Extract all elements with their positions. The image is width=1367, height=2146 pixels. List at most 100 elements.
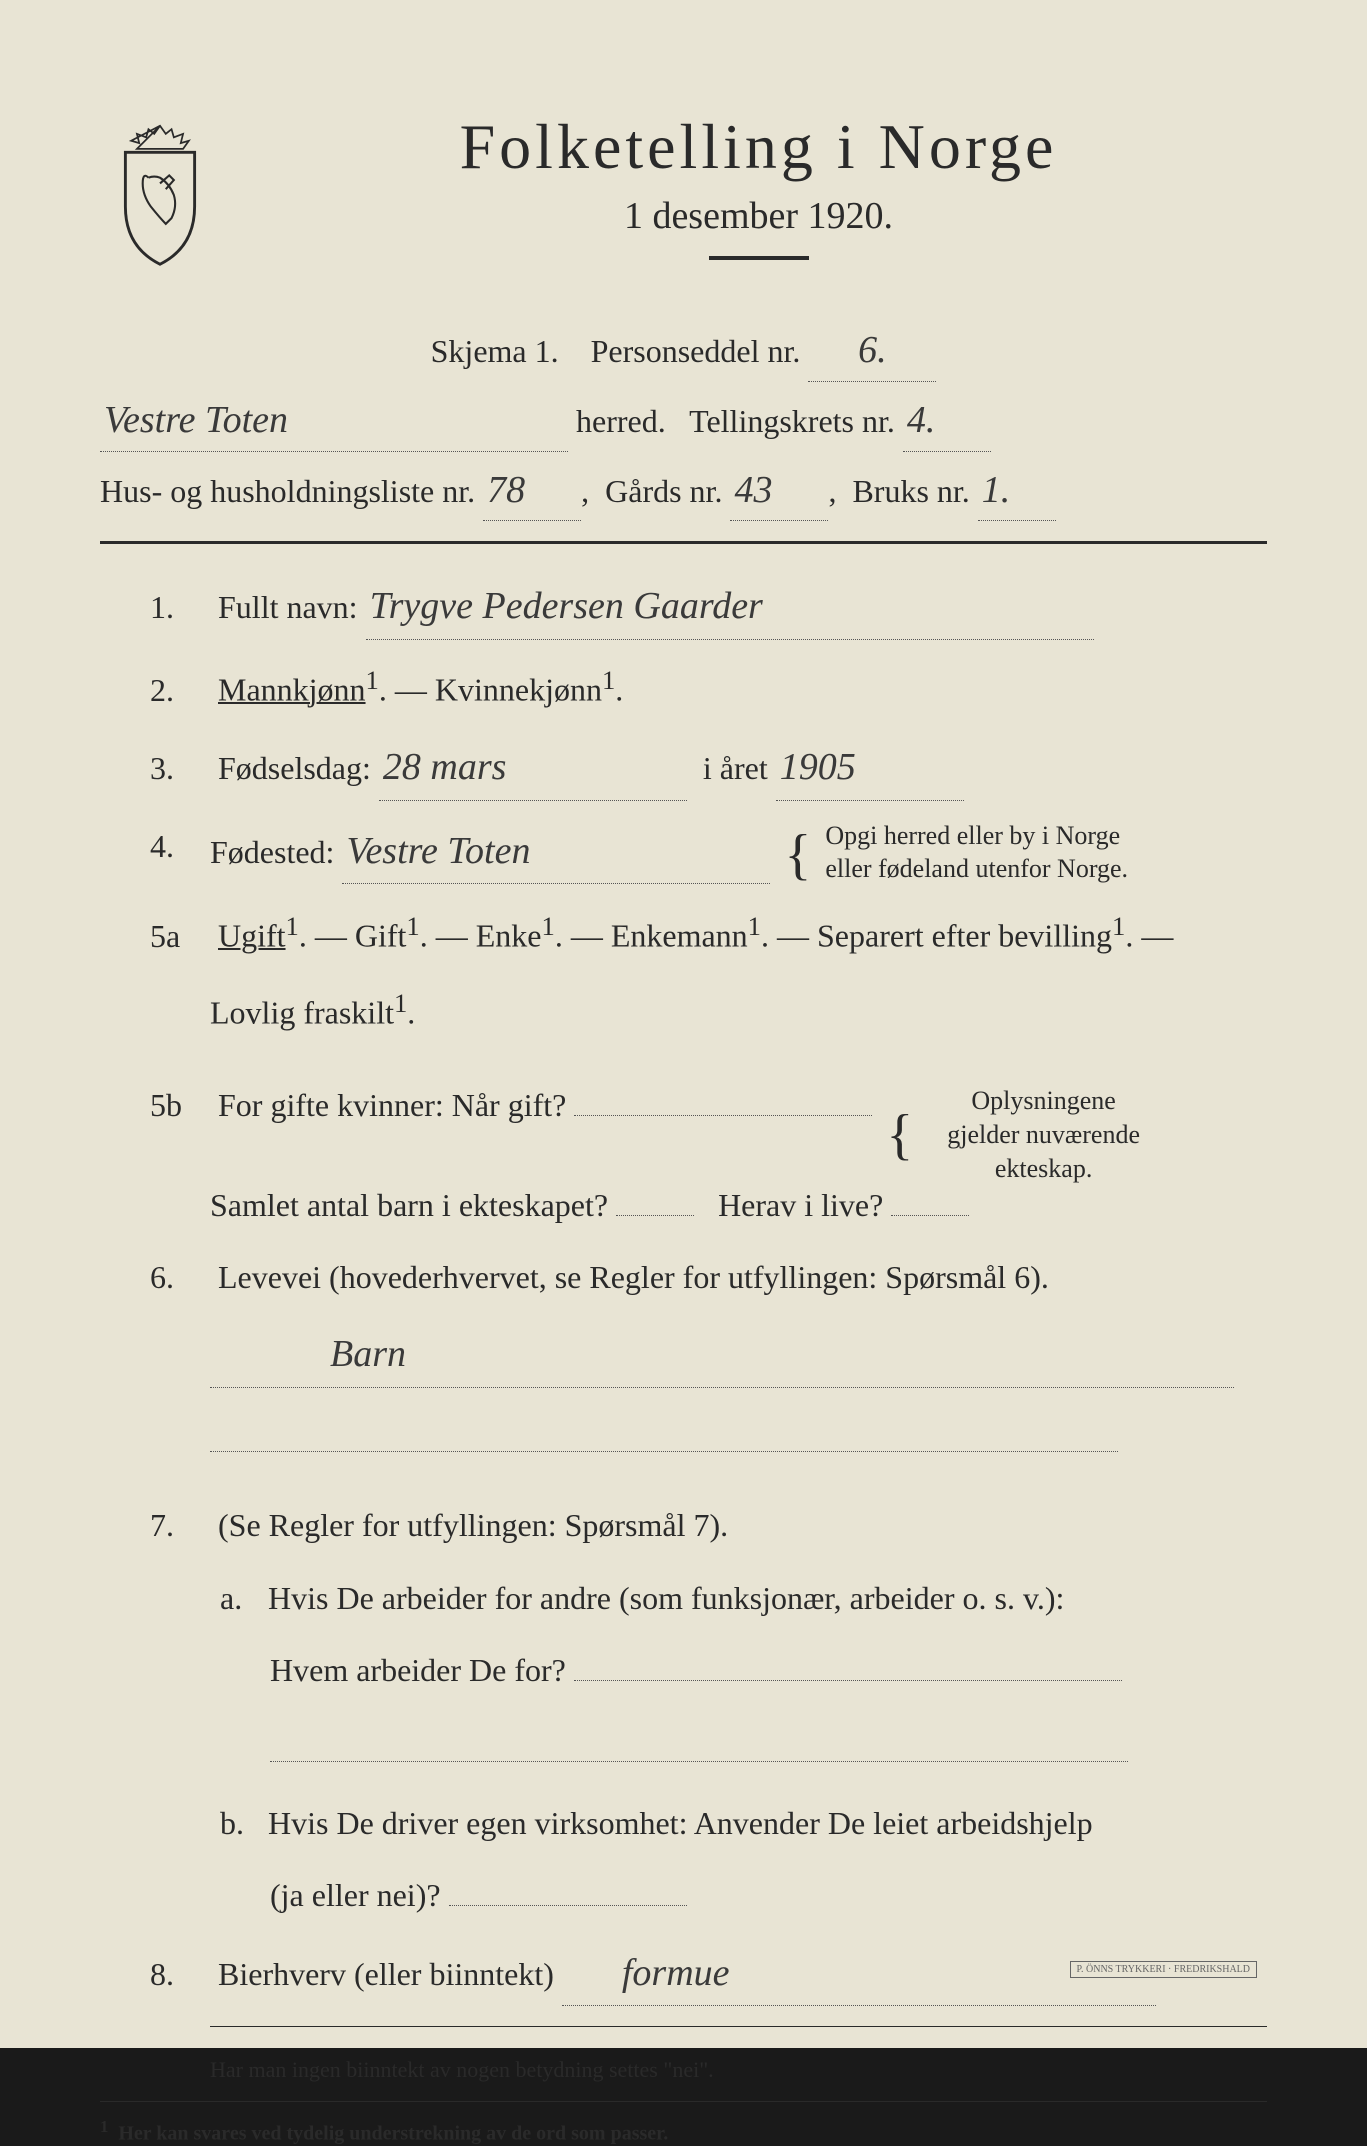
q5b-cont: Samlet antal barn i ekteskapet? Herav i … <box>210 1178 1267 1232</box>
q2-mann: Mannkjønn <box>218 672 366 708</box>
q6-blank-line <box>210 1451 1118 1452</box>
footnote2: 1 Her kan svares ved tydelig understrekn… <box>100 2117 1267 2146</box>
q7a-blank2 <box>270 1724 1267 1778</box>
husliste-label: Hus- og husholdningsliste nr. <box>100 473 475 509</box>
sup: 1 <box>542 911 555 941</box>
q3-year-label: i året <box>703 750 768 786</box>
q6-value-line: Barn <box>210 1322 1267 1388</box>
q7-num: 7. <box>150 1498 210 1552</box>
q5a-opt3: Enkemann <box>611 918 748 954</box>
tellingskrets-value: 4. <box>903 390 991 452</box>
q8-value: formue <box>562 1941 1156 2007</box>
footnote2-text: Her kan svares ved tydelig understreknin… <box>118 2123 668 2145</box>
q2-sup1: 1 <box>366 665 379 695</box>
q5a-opt4: Separert efter bevilling <box>817 918 1112 954</box>
q7-label: (Se Regler for utfyllingen: Spørsmål 7). <box>218 1507 728 1543</box>
q5a-row: 5a Ugift1. — Gift1. — Enke1. — Enkemann1… <box>150 904 1267 963</box>
q4-row: 4. Fødested: Vestre Toten { Opgi herred … <box>150 819 1267 887</box>
q5b-note-l3: ekteskap. <box>995 1154 1092 1183</box>
q1-label: Fullt navn: <box>218 589 358 625</box>
q6-label: Levevei (hovederhvervet, se Regler for u… <box>218 1259 1049 1295</box>
q3-year: 1905 <box>776 735 964 801</box>
schema-line: Skjema 1. Personseddel nr. 6. <box>100 320 1267 382</box>
herred-label: herred. <box>576 403 666 439</box>
sup: 1 <box>406 911 419 941</box>
herred-value: Vestre Toten <box>100 390 568 452</box>
brace-icon: { <box>886 1104 913 1166</box>
q5b-note-l1: Oplysningene <box>971 1086 1115 1115</box>
q4-content: Fødested: Vestre Toten { Opgi herred ell… <box>210 819 1267 887</box>
q2-num: 2. <box>150 663 210 717</box>
footnote2-sup: 1 <box>100 2117 108 2136</box>
sup: 1 <box>1112 911 1125 941</box>
q3-day: 28 mars <box>379 735 687 801</box>
tellingskrets-label: Tellingskrets nr. <box>689 403 895 439</box>
q4-note-l1: Opgi herred eller by i Norge <box>825 821 1120 850</box>
schema-label: Skjema 1. <box>431 333 559 369</box>
q7b-label: b. <box>220 1796 260 1850</box>
q2-row: 2. Mannkjønn1. — Kvinnekjønn1. <box>150 658 1267 717</box>
divider-bottom <box>210 2026 1267 2027</box>
q8-label: Bierhverv (eller biinntekt) <box>218 1956 554 1992</box>
bruks-value: 1. <box>978 460 1056 522</box>
divider-footer <box>100 2101 1267 2102</box>
q7b-blank <box>449 1905 687 1906</box>
printer-mark: P. ÖNNS TRYKKERI · FREDRIKSHALD <box>1070 1961 1257 1978</box>
header: Folketelling i Norge 1 desember 1920. <box>100 110 1267 290</box>
q6-value: Barn <box>210 1322 1234 1388</box>
q5a-cont: Lovlig fraskilt1. <box>210 981 1267 1040</box>
q6-row: 6. Levevei (hovederhvervet, se Regler fo… <box>150 1250 1267 1304</box>
q5a-num: 5a <box>150 909 210 963</box>
personseddel-label: Personseddel nr. <box>591 333 801 369</box>
herred-line: Vestre Toten herred. Tellingskrets nr. 4… <box>100 390 1267 452</box>
gards-value: 43 <box>730 460 828 522</box>
meta-block: Skjema 1. Personseddel nr. 6. Vestre Tot… <box>100 320 1267 521</box>
coat-of-arms-icon <box>100 120 220 270</box>
q7a-blank <box>574 1680 1122 1681</box>
q1-value: Trygve Pedersen Gaarder <box>366 574 1094 640</box>
q5b-note: Oplysningene gjelder nuværende ekteskap. <box>947 1084 1140 1185</box>
q2-kvinne: Kvinnekjønn <box>435 672 602 708</box>
q5b-l1-blank <box>574 1115 872 1116</box>
q6-blank2 <box>210 1414 1267 1468</box>
q5b-num: 5b <box>150 1078 210 1132</box>
q5a-opt0: Ugift <box>218 918 286 954</box>
gards-label: Gårds nr. <box>605 473 722 509</box>
q7a-text1: Hvis De arbeider for andre (som funksjon… <box>268 1580 1064 1616</box>
census-form-page: Folketelling i Norge 1 desember 1920. Sk… <box>0 0 1367 2048</box>
divider-top <box>100 541 1267 544</box>
sup: 1 <box>748 911 761 941</box>
sup: 1 <box>286 911 299 941</box>
q3-row: 3. Fødselsdag: 28 mars i året 1905 <box>150 735 1267 801</box>
q5b-l1: For gifte kvinner: Når gift? <box>218 1087 566 1123</box>
q5b-row: 5b For gifte kvinner: Når gift? { Oplysn… <box>150 1058 1267 1159</box>
q2-sup2: 1 <box>602 665 615 695</box>
q7a-text2: Hvem arbeider De for? <box>270 1652 566 1688</box>
q3-num: 3. <box>150 741 210 795</box>
q5a-opt1: Gift <box>355 918 407 954</box>
q3-label: Fødselsdag: <box>218 750 371 786</box>
q1-row: 1. Fullt navn: Trygve Pedersen Gaarder <box>150 574 1267 640</box>
q5b-l2-blank <box>616 1215 694 1216</box>
footnote1: Har man ingen biinntekt av nogen betydni… <box>210 2057 1267 2083</box>
q7b-text1: Hvis De driver egen virksomhet: Anvender… <box>268 1805 1093 1841</box>
bruks-label: Bruks nr. <box>852 473 969 509</box>
q5b-l2b-blank <box>891 1215 969 1216</box>
q7a-row: a. Hvis De arbeider for andre (som funks… <box>220 1571 1267 1625</box>
q4-num: 4. <box>150 819 210 873</box>
q8-num: 8. <box>150 1947 210 2001</box>
personseddel-value: 6. <box>808 320 936 382</box>
main-title: Folketelling i Norge <box>250 110 1267 184</box>
q7b-line2: (ja eller nei)? <box>270 1868 1267 1922</box>
q7b-row: b. Hvis De driver egen virksomhet: Anven… <box>220 1796 1267 1850</box>
q6-num: 6. <box>150 1250 210 1304</box>
q1-num: 1. <box>150 580 210 634</box>
q7-row: 7. (Se Regler for utfyllingen: Spørsmål … <box>150 1498 1267 1552</box>
q5b-note-l2: gjelder nuværende <box>947 1120 1140 1149</box>
q7b-text2: (ja eller nei)? <box>270 1877 441 1913</box>
title-block: Folketelling i Norge 1 desember 1920. <box>250 110 1267 290</box>
list-line: Hus- og husholdningsliste nr. 78, Gårds … <box>100 460 1267 522</box>
title-rule <box>709 256 809 260</box>
q7a-label: a. <box>220 1571 260 1625</box>
q5a-opt5: Lovlig fraskilt <box>210 995 394 1031</box>
